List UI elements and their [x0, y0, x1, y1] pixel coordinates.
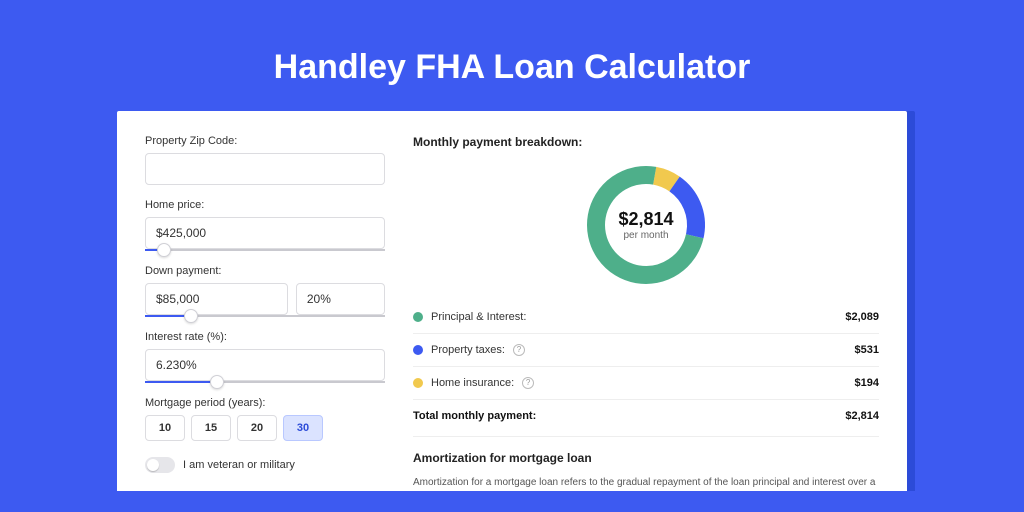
page-title: Handley FHA Loan Calculator: [0, 0, 1024, 111]
zip-label: Property Zip Code:: [145, 135, 385, 147]
legend-row: Principal & Interest: $2,089: [413, 301, 879, 334]
breakdown-title: Monthly payment breakdown:: [413, 135, 879, 149]
interest-field: Interest rate (%):: [145, 331, 385, 383]
home-price-input[interactable]: [145, 217, 385, 249]
zip-input[interactable]: [145, 153, 385, 185]
home-price-slider[interactable]: [145, 249, 385, 251]
veteran-toggle[interactable]: [145, 457, 175, 473]
donut-chart: $2,814 per month: [584, 163, 708, 287]
total-row: Total monthly payment: $2,814: [413, 399, 879, 436]
legend-value: $194: [855, 377, 879, 389]
donut-sub: per month: [623, 230, 668, 241]
legend-left: Home insurance:?: [413, 377, 534, 389]
veteran-label: I am veteran or military: [183, 459, 295, 471]
down-payment-slider-thumb[interactable]: [184, 309, 198, 323]
interest-label: Interest rate (%):: [145, 331, 385, 343]
home-price-label: Home price:: [145, 199, 385, 211]
down-payment-label: Down payment:: [145, 265, 385, 277]
down-payment-slider[interactable]: [145, 315, 385, 317]
total-value: $2,814: [845, 410, 879, 422]
legend-left: Property taxes:?: [413, 344, 525, 356]
period-field: Mortgage period (years): 10152030: [145, 397, 385, 441]
veteran-field: I am veteran or military: [145, 457, 385, 473]
legend-left: Principal & Interest:: [413, 311, 526, 323]
legend-row: Home insurance:? $194: [413, 367, 879, 399]
period-option-15[interactable]: 15: [191, 415, 231, 441]
amortization-title: Amortization for mortgage loan: [413, 436, 879, 465]
zip-field: Property Zip Code:: [145, 135, 385, 185]
period-option-30[interactable]: 30: [283, 415, 323, 441]
legend-dot: [413, 345, 423, 355]
inputs-column: Property Zip Code: Home price: Down paym…: [145, 135, 385, 491]
info-icon[interactable]: ?: [522, 377, 534, 389]
period-option-10[interactable]: 10: [145, 415, 185, 441]
legend-dot: [413, 378, 423, 388]
legend-row: Property taxes:? $531: [413, 334, 879, 367]
donut-chart-wrap: $2,814 per month: [413, 163, 879, 287]
home-price-slider-thumb[interactable]: [157, 243, 171, 257]
interest-slider[interactable]: [145, 381, 385, 383]
home-price-field: Home price:: [145, 199, 385, 251]
legend-label: Principal & Interest:: [431, 311, 526, 323]
down-payment-amount-input[interactable]: [145, 283, 288, 315]
period-option-20[interactable]: 20: [237, 415, 277, 441]
donut-center: $2,814 per month: [584, 163, 708, 287]
interest-slider-fill: [145, 381, 217, 383]
legend-value: $531: [855, 344, 879, 356]
legend-list: Principal & Interest: $2,089 Property taxe…: [413, 301, 879, 399]
amortization-text: Amortization for a mortgage loan refers …: [413, 475, 879, 491]
interest-input[interactable]: [145, 349, 385, 381]
period-options: 10152030: [145, 415, 385, 441]
period-label: Mortgage period (years):: [145, 397, 385, 409]
interest-slider-thumb[interactable]: [210, 375, 224, 389]
legend-dot: [413, 312, 423, 322]
legend-label: Home insurance:: [431, 377, 514, 389]
donut-amount: $2,814: [618, 209, 673, 230]
total-label: Total monthly payment:: [413, 410, 536, 422]
breakdown-column: Monthly payment breakdown: $2,814 per mo…: [413, 135, 879, 491]
info-icon[interactable]: ?: [513, 344, 525, 356]
legend-label: Property taxes:: [431, 344, 505, 356]
legend-value: $2,089: [845, 311, 879, 323]
down-payment-field: Down payment:: [145, 265, 385, 317]
down-payment-percent-input[interactable]: [296, 283, 385, 315]
calculator-card: Property Zip Code: Home price: Down paym…: [117, 111, 907, 491]
